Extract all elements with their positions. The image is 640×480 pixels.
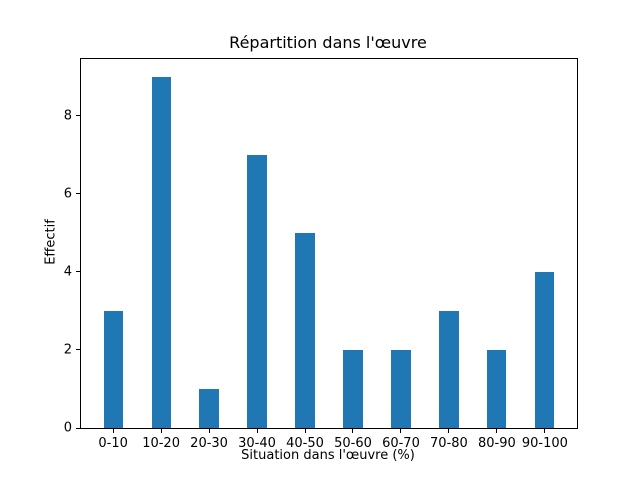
- x-tick-mark: [112, 429, 114, 433]
- x-axis-label: Situation dans l'œuvre (%): [241, 448, 415, 463]
- y-tick-mark: [76, 193, 80, 195]
- x-tick-label: 50-60: [334, 436, 372, 451]
- bar: [343, 349, 363, 428]
- y-tick-label: 8: [63, 108, 72, 124]
- y-tick-label: 6: [63, 186, 72, 202]
- bar: [199, 388, 219, 428]
- y-tick-label: 2: [63, 342, 72, 358]
- x-tick-mark: [496, 429, 498, 433]
- x-tick-mark: [256, 429, 258, 433]
- plot-area: 0 2 4 6 8 0-10 10-20 20-30 30-40 40-50 50-60 60-70 7…: [64, 58, 578, 450]
- x-tick-mark: [352, 429, 354, 433]
- bar: [487, 349, 507, 428]
- bar: [439, 310, 459, 428]
- x-tick-label: 60-70: [382, 436, 420, 451]
- x-tick-label: 80-90: [478, 436, 516, 451]
- y-tick-mark: [76, 115, 80, 117]
- y-tick-mark: [76, 349, 80, 351]
- x-tick-label: 30-40: [238, 436, 276, 451]
- x-tick-label: 40-50: [286, 436, 324, 451]
- x-tick-mark: [400, 429, 402, 433]
- y-tick-label: 0: [63, 420, 72, 436]
- x-tick-label: 0-10: [98, 436, 128, 451]
- x-tick-mark: [544, 429, 546, 433]
- y-tick-mark: [76, 271, 80, 273]
- y-tick-mark: [76, 427, 80, 429]
- bar: [295, 232, 315, 428]
- bar: [151, 76, 171, 428]
- x-tick-label: 70-80: [430, 436, 468, 451]
- bar: [535, 271, 555, 428]
- x-tick-label: 90-100: [521, 436, 568, 451]
- x-tick-label: 20-30: [190, 436, 228, 451]
- bar: [247, 154, 267, 428]
- y-tick-label: 4: [63, 264, 72, 280]
- chart-title: Répartition dans l'œuvre: [229, 33, 427, 52]
- x-tick-mark: [304, 429, 306, 433]
- y-axis-label: Effectif: [43, 219, 59, 265]
- x-tick-mark: [208, 429, 210, 433]
- x-tick-mark: [448, 429, 450, 433]
- bar: [391, 349, 411, 428]
- x-tick-mark: [160, 429, 162, 433]
- x-tick-label: 10-20: [142, 436, 180, 451]
- bar: [103, 310, 123, 428]
